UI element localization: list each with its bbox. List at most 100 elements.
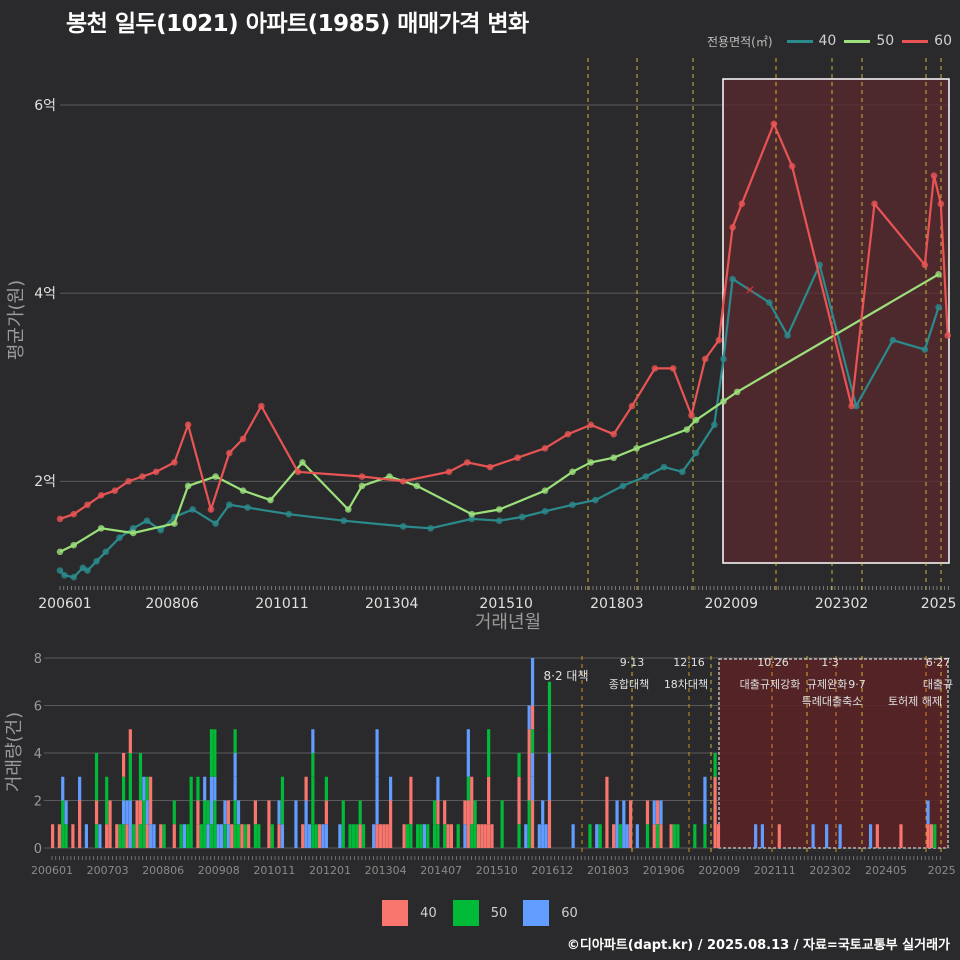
data-point-50 [212, 473, 219, 480]
legend-bottom-item-60: 60 [523, 900, 578, 926]
data-point-60 [239, 435, 247, 443]
y-tick-label-bar: 4 [34, 747, 42, 762]
data-point-60 [701, 355, 709, 363]
data-point-40 [56, 567, 64, 574]
data-point-40 [921, 346, 929, 353]
y-axis-title-main: 평균가(원) [6, 280, 27, 360]
volume-bar [716, 824, 721, 848]
data-point-50 [468, 510, 476, 518]
volume-bar [703, 776, 707, 825]
x-tick-label-bar: 200703 [87, 864, 129, 877]
volume-bar [527, 800, 531, 848]
volume-bar [233, 800, 237, 825]
volume-bar [449, 824, 454, 848]
volume-bar [152, 824, 156, 848]
volume-bar [487, 824, 491, 848]
data-point-40 [720, 355, 727, 363]
volume-bar [378, 824, 383, 848]
volume-bar [422, 824, 426, 848]
volume-bar [547, 800, 552, 848]
volume-bar [311, 753, 315, 777]
volume-bar [537, 824, 541, 848]
volume-bar [628, 800, 633, 848]
volume-bar [209, 729, 214, 777]
data-point-40 [93, 557, 100, 565]
volume-bar [713, 776, 717, 801]
annotation-date-4: 1·3 [821, 656, 839, 669]
annotation-date-1: 9·13 [620, 656, 645, 669]
volume-bar [405, 824, 410, 848]
volume-bar [530, 658, 535, 706]
volume-bar [825, 824, 829, 848]
data-point-50 [720, 397, 727, 405]
volume-bar [635, 824, 639, 848]
legend-bottom-label-50: 50 [490, 905, 508, 921]
volume-bar [605, 800, 609, 848]
volume-bar [487, 776, 491, 825]
volume-bar [162, 824, 166, 848]
volume-bar [138, 824, 143, 848]
volume-bar [236, 824, 241, 848]
data-point-60 [514, 454, 521, 462]
volume-bar [389, 800, 393, 848]
volume-bar [321, 824, 325, 848]
volume-bar [409, 824, 413, 848]
volume-bar [61, 776, 65, 801]
volume-bar [446, 824, 450, 848]
volume-bar [375, 776, 379, 825]
volume-bar [811, 824, 815, 848]
y-tick-label-bar: 0 [34, 842, 42, 857]
data-point-40 [244, 504, 251, 511]
legend-bottom-label-40: 40 [420, 905, 437, 921]
volume-bar [138, 800, 143, 825]
volume-bar [645, 824, 650, 848]
volume-bar [304, 800, 308, 848]
data-point-40 [711, 421, 718, 429]
data-point-60 [358, 473, 366, 480]
volume-bar [216, 824, 220, 848]
annotation-label-1: 종합대책 [609, 678, 649, 691]
volume-bar [480, 824, 484, 848]
legend-line-40 [786, 39, 813, 43]
data-point-60 [84, 501, 91, 509]
data-point-50 [239, 487, 247, 494]
chart-title: 봉천 일두(1021) 아파트(1985) 매매가격 변화 [66, 11, 529, 37]
data-point-60 [848, 402, 855, 410]
data-point-50 [70, 541, 78, 549]
volume-bar [926, 800, 930, 825]
data-point-40 [399, 523, 407, 530]
policy-region-main [722, 78, 950, 564]
volume-bar [530, 776, 535, 801]
volume-bar [625, 824, 629, 848]
data-point-50 [358, 482, 366, 490]
annotation-date-6: 6·27 [926, 656, 951, 669]
volume-bar [257, 824, 261, 848]
volume-bar [416, 824, 420, 848]
volume-bar [149, 776, 153, 801]
volume-bar [64, 824, 68, 848]
volume-bar [929, 824, 933, 848]
data-point-60 [111, 487, 119, 494]
volume-bar [199, 824, 203, 848]
volume-bar [436, 776, 440, 801]
volume-bar [311, 776, 315, 825]
volume-bar [78, 800, 82, 848]
data-point-60 [930, 172, 938, 179]
volume-bar [622, 800, 626, 848]
volume-bar [196, 824, 200, 848]
y-tick-label-main: 6억 [34, 98, 56, 114]
volume-bar [138, 753, 143, 801]
volume-bar [375, 824, 379, 848]
volume-bar [206, 824, 210, 848]
volume-bar [358, 824, 362, 848]
data-point-40 [116, 534, 123, 541]
volume-bar [277, 800, 281, 825]
volume-bar [777, 824, 781, 848]
data-point-50 [129, 529, 137, 537]
data-point-50 [610, 454, 617, 462]
data-point-40 [340, 517, 348, 525]
volume-bar [375, 729, 379, 777]
legend-line-50 [844, 39, 871, 43]
volume-bar [233, 776, 237, 801]
data-point-40 [102, 548, 110, 556]
